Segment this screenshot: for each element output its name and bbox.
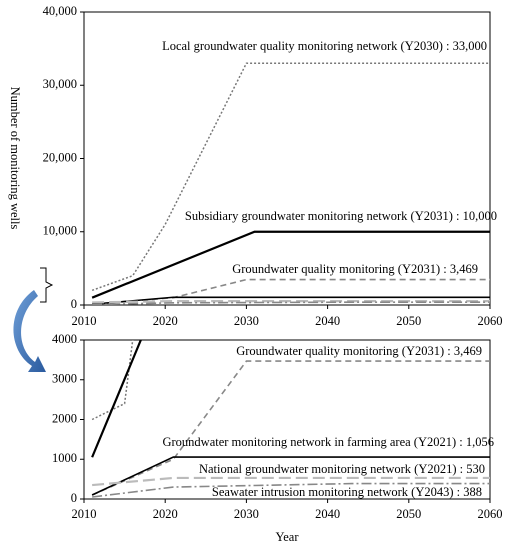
y-tick-label: 2000 — [52, 411, 77, 425]
y-tick-label: 10,000 — [43, 224, 77, 238]
y-tick-label: 1000 — [52, 451, 77, 465]
series-line — [91, 360, 490, 496]
bracket — [40, 267, 54, 303]
series-line — [91, 340, 143, 458]
y-tick-label: 0 — [71, 491, 77, 505]
series-line — [92, 301, 490, 305]
x-tick-label: 2040 — [315, 507, 340, 521]
y-tick-label: 0 — [71, 297, 77, 311]
series-line — [91, 230, 490, 299]
annotation: Groundwater monitoring network in farmin… — [162, 435, 494, 449]
x-tick-label: 2060 — [478, 507, 503, 521]
y-axis-label: Number of monitoring wells — [8, 87, 22, 230]
x-tick-label: 2030 — [234, 314, 259, 328]
annotation: Subsidiary groundwater monitoring networ… — [185, 209, 497, 223]
x-tick-label: 2010 — [72, 314, 97, 328]
y-tick-label: 40,000 — [43, 4, 77, 18]
annotation: Local groundwater quality monitoring net… — [162, 39, 487, 53]
x-tick-label: 2010 — [72, 507, 97, 521]
annotation: Groundwater quality monitoring (Y2031) :… — [232, 262, 478, 276]
x-tick-label: 2050 — [396, 507, 421, 521]
x-axis-label: Year — [275, 530, 299, 544]
arrow — [13, 290, 46, 372]
x-tick-label: 2060 — [478, 314, 503, 328]
series-line — [91, 62, 490, 292]
y-tick-label: 3000 — [52, 372, 77, 386]
x-tick-label: 2040 — [315, 314, 340, 328]
x-tick-label: 2030 — [234, 507, 259, 521]
annotation: Groundwater quality monitoring (Y2031) :… — [236, 344, 482, 358]
y-tick-label: 4000 — [52, 332, 77, 346]
y-tick-label: 30,000 — [43, 77, 77, 91]
annotation: Seawater intrusion monitoring network (Y… — [212, 485, 482, 499]
x-tick-label: 2020 — [153, 314, 178, 328]
annotation: National groundwater monitoring network … — [199, 462, 485, 476]
x-tick-label: 2020 — [153, 507, 178, 521]
series-line — [92, 482, 490, 498]
x-tick-label: 2050 — [396, 314, 421, 328]
series-line — [92, 476, 490, 487]
series-line — [92, 300, 490, 304]
y-tick-label: 20,000 — [43, 150, 77, 164]
